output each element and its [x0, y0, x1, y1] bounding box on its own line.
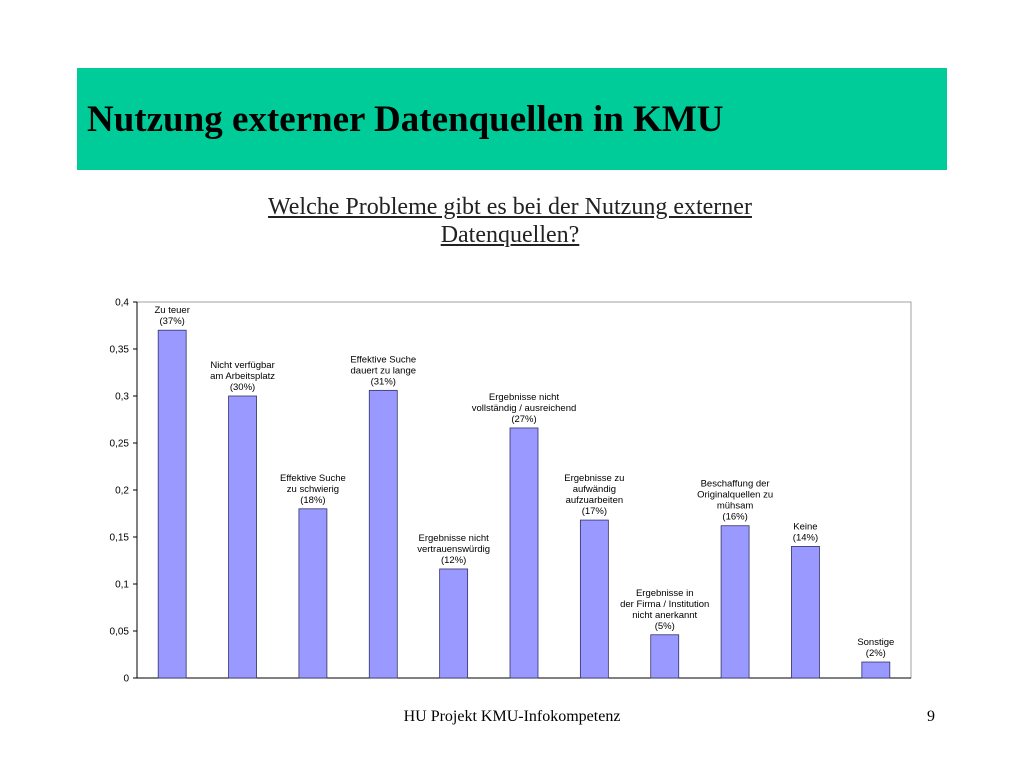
y-tick-label: 0,1 [115, 580, 129, 591]
bar-data-label: Effektive Suche zu schwierig (18%) [280, 473, 346, 506]
bar [439, 568, 469, 679]
bar-data-label: Beschaffung der Originalquellen zu mühsam(… [697, 479, 773, 523]
bar [791, 546, 820, 679]
bar [650, 634, 680, 679]
y-tick-label: 0 [123, 674, 129, 685]
bar [861, 661, 891, 679]
bar [298, 508, 328, 679]
y-tick-label: 0,3 [115, 392, 129, 403]
bar [157, 329, 187, 679]
bar-data-label: Nicht verfügbar am Arbeitsplatz (30%) [210, 360, 275, 393]
bar-data-label: Ergebnisse nicht vertrauenswürdig (12%) [417, 533, 490, 566]
y-tick-label: 0,05 [110, 627, 130, 638]
page-number: 9 [927, 708, 935, 725]
question-line-1: Welche Probleme gibt es bei der Nutzung … [268, 194, 752, 220]
y-tick-label: 0,15 [110, 533, 130, 544]
bar-data-label: Sonstige (2%) [857, 637, 894, 659]
bar [509, 427, 539, 679]
bar-data-label: Ergebnisse zu aufwändig aufzuarbeiten (17%) [564, 473, 624, 517]
title-bar: Nutzung externer Datenquellen in KMU [77, 68, 947, 170]
y-tick-label: 0,4 [115, 298, 129, 309]
bar [720, 525, 750, 679]
bar-data-label: Ergebnisse nicht vollständig / ausreichen… [472, 392, 577, 425]
question-line-2: Datenquellen? [440, 222, 580, 248]
bar-data-label: Ergebnisse in der Firma / Institution nich… [620, 588, 709, 632]
chart-question: Welche Probleme gibt es bei der Nutzung … [130, 193, 890, 249]
footer-text: HU Projekt KMU-Infokompetenz [403, 708, 621, 725]
bar-data-label: Keine (14%) [793, 521, 818, 543]
bar-data-label: Effektive Suche dauert zu lange (31%) [350, 354, 416, 387]
slide-title: Nutzung externer Datenquellen in KMU [87, 99, 724, 140]
y-tick-label: 0,35 [110, 345, 130, 356]
bar-data-label: Zu teuer (37%) [154, 305, 189, 327]
bar [579, 519, 609, 679]
y-tick-label: 0,2 [115, 486, 129, 497]
bar [368, 389, 398, 679]
bar [228, 395, 257, 679]
y-tick-label: 0,25 [110, 439, 130, 450]
